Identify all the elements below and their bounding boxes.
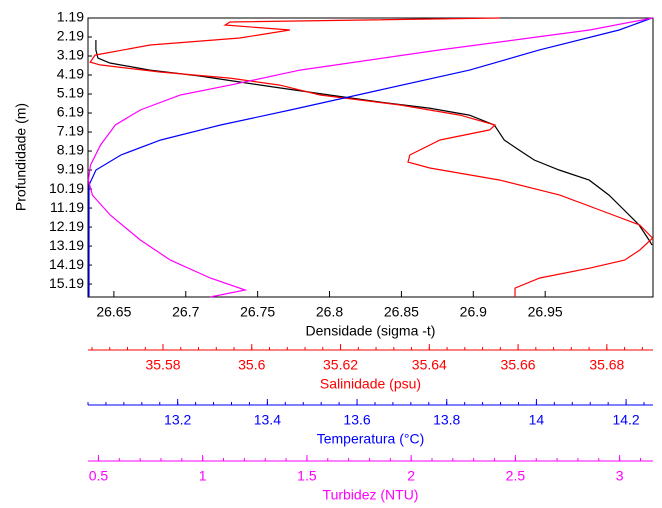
x-tick-label: 35.6: [238, 357, 265, 373]
x-tick-label: 35.64: [412, 357, 447, 373]
x-tick-label: 1.5: [297, 468, 317, 484]
x-tick-label: 13.2: [164, 412, 191, 428]
x-tick-label: 13.4: [254, 412, 281, 428]
x-tick-label: 14.2: [612, 412, 639, 428]
y-tick-label: 1.19: [57, 9, 84, 25]
y-tick-label: 5.19: [57, 85, 84, 101]
x-tick-label: 26.75: [240, 304, 275, 320]
y-tick-label: 15.19: [49, 275, 84, 291]
y-tick-label: 2.19: [57, 28, 84, 44]
y-tick-label: 9.19: [57, 161, 84, 177]
y-tick-label: 7.19: [57, 123, 84, 139]
x-tick-label: 26.65: [96, 304, 131, 320]
x-tick-label: 26.85: [384, 304, 419, 320]
x-axis-label: Turbidez (NTU): [323, 487, 419, 503]
x-tick-label: 2.5: [506, 468, 526, 484]
x-tick-label: 13.6: [343, 412, 370, 428]
x-tick-label: 35.66: [501, 357, 536, 373]
x-tick-label: 2: [407, 468, 415, 484]
x-tick-label: 14: [529, 412, 545, 428]
x-tick-label: 1: [199, 468, 207, 484]
x-tick-label: 26.7: [172, 304, 199, 320]
y-tick-label: 3.19: [57, 47, 84, 63]
x-tick-label: 26.95: [528, 304, 563, 320]
profile-line: [87, 17, 653, 298]
y-tick-label: 6.19: [57, 104, 84, 120]
y-tick-label: 10.19: [49, 180, 84, 196]
plot-frame: [87, 17, 654, 298]
x-axis-label: Temperatura (°C): [317, 431, 425, 447]
x-axis-label: Densidade (sigma -t): [306, 323, 436, 339]
x-tick-label: 35.58: [145, 357, 180, 373]
y-tick-label: 11.19: [50, 199, 84, 215]
profile-line: [89, 17, 654, 297]
x-axis-label: Salinidade (psu): [320, 376, 421, 392]
y-tick-label: 14.19: [49, 256, 84, 272]
y-tick-label: 13.19: [49, 237, 84, 253]
x-tick-label: 35.68: [589, 357, 624, 373]
y-tick-label: 8.19: [57, 142, 84, 158]
x-tick-label: 13.8: [433, 412, 460, 428]
profile-line: [88, 17, 653, 297]
x-tick-label: 0.5: [89, 468, 109, 484]
x-tick-label: 3: [616, 468, 624, 484]
y-axis-label: Profundidade (m): [13, 103, 29, 211]
x-tick-label: 26.9: [460, 304, 487, 320]
profile-line: [95, 40, 653, 246]
x-tick-label: 26.8: [316, 304, 343, 320]
y-tick-label: 12.19: [49, 218, 84, 234]
y-tick-label: 4.19: [57, 66, 84, 82]
x-tick-label: 35.62: [323, 357, 358, 373]
